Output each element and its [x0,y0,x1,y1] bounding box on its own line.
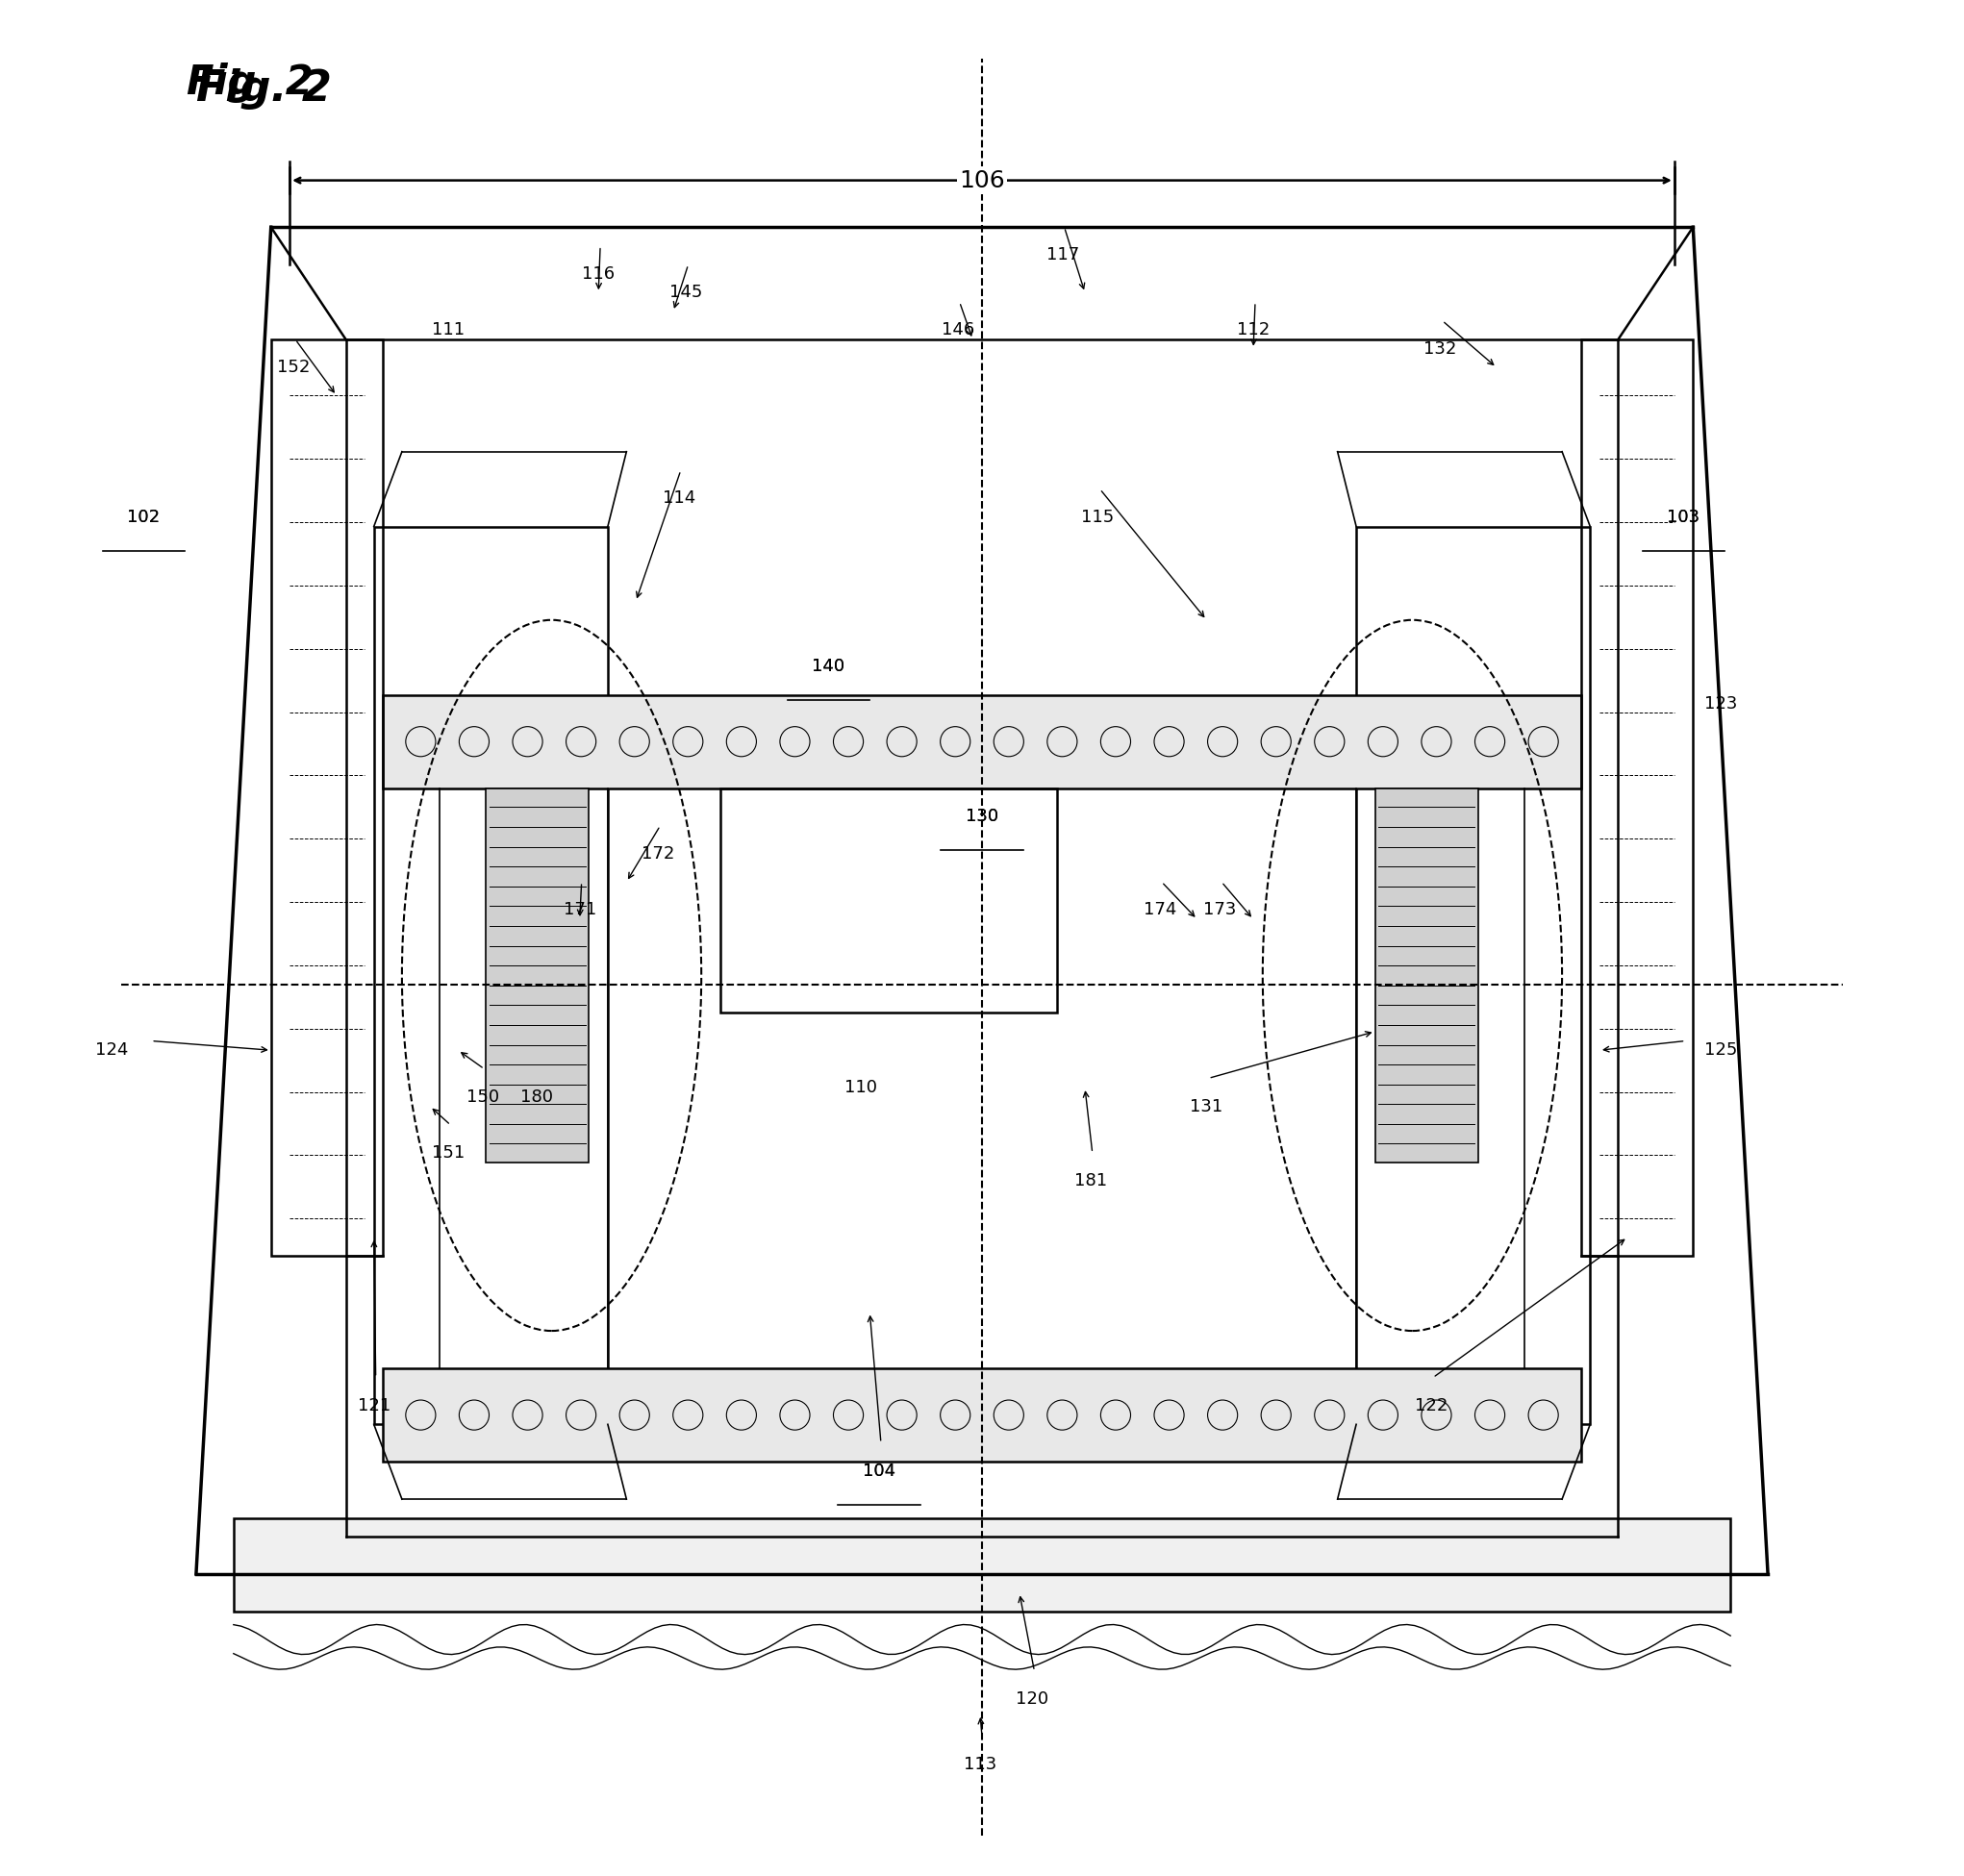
Text: 150: 150 [465,1088,499,1105]
Bar [721,788,1057,1013]
Text: 145: 145 [670,283,703,302]
Text: 130: 130 [966,809,998,825]
Text: 151: 151 [432,1144,465,1161]
Text: 174: 174 [1143,900,1176,919]
Bar [487,788,589,1163]
Bar [234,1518,1730,1611]
Text: 121: 121 [357,1398,391,1415]
Bar [383,1368,1581,1461]
Bar [1357,527,1591,1424]
Bar [1581,340,1693,1257]
Text: 114: 114 [662,490,695,507]
Text: 106: 106 [958,169,1006,191]
Text: 113: 113 [964,1756,996,1773]
Text: 115: 115 [1082,508,1114,525]
Text: 120: 120 [1015,1690,1049,1707]
Text: 173: 173 [1204,900,1235,919]
Text: 102: 102 [128,508,161,525]
Text: 116: 116 [581,265,615,283]
Text: 122: 122 [1414,1398,1447,1415]
Text: 103: 103 [1667,508,1701,525]
Bar [1375,788,1477,1163]
Text: 180: 180 [520,1088,554,1105]
Text: 102: 102 [128,508,161,525]
Text: 125: 125 [1705,1041,1738,1058]
Text: 130: 130 [966,809,998,825]
Text: 172: 172 [642,846,676,863]
Text: 112: 112 [1237,321,1271,340]
Text: 123: 123 [1705,696,1738,713]
Text: 171: 171 [564,900,597,919]
Text: 111: 111 [432,321,465,340]
Text: 140: 140 [813,658,845,675]
Text: 103: 103 [1667,508,1701,525]
Text: Fig. 2: Fig. 2 [196,68,332,109]
Text: 117: 117 [1047,246,1078,265]
Text: 181: 181 [1074,1172,1108,1189]
Bar [383,694,1581,788]
Text: 124: 124 [96,1041,128,1058]
Text: 146: 146 [941,321,974,340]
Text: 104: 104 [862,1463,896,1480]
Text: 152: 152 [277,358,310,375]
Text: 131: 131 [1190,1097,1224,1114]
Text: 140: 140 [813,658,845,675]
Bar [373,527,607,1424]
Text: 104: 104 [862,1463,896,1480]
Text: Fig. 2: Fig. 2 [187,62,314,103]
Text: 132: 132 [1424,340,1457,358]
Text: 110: 110 [845,1079,876,1096]
Bar [271,340,383,1257]
